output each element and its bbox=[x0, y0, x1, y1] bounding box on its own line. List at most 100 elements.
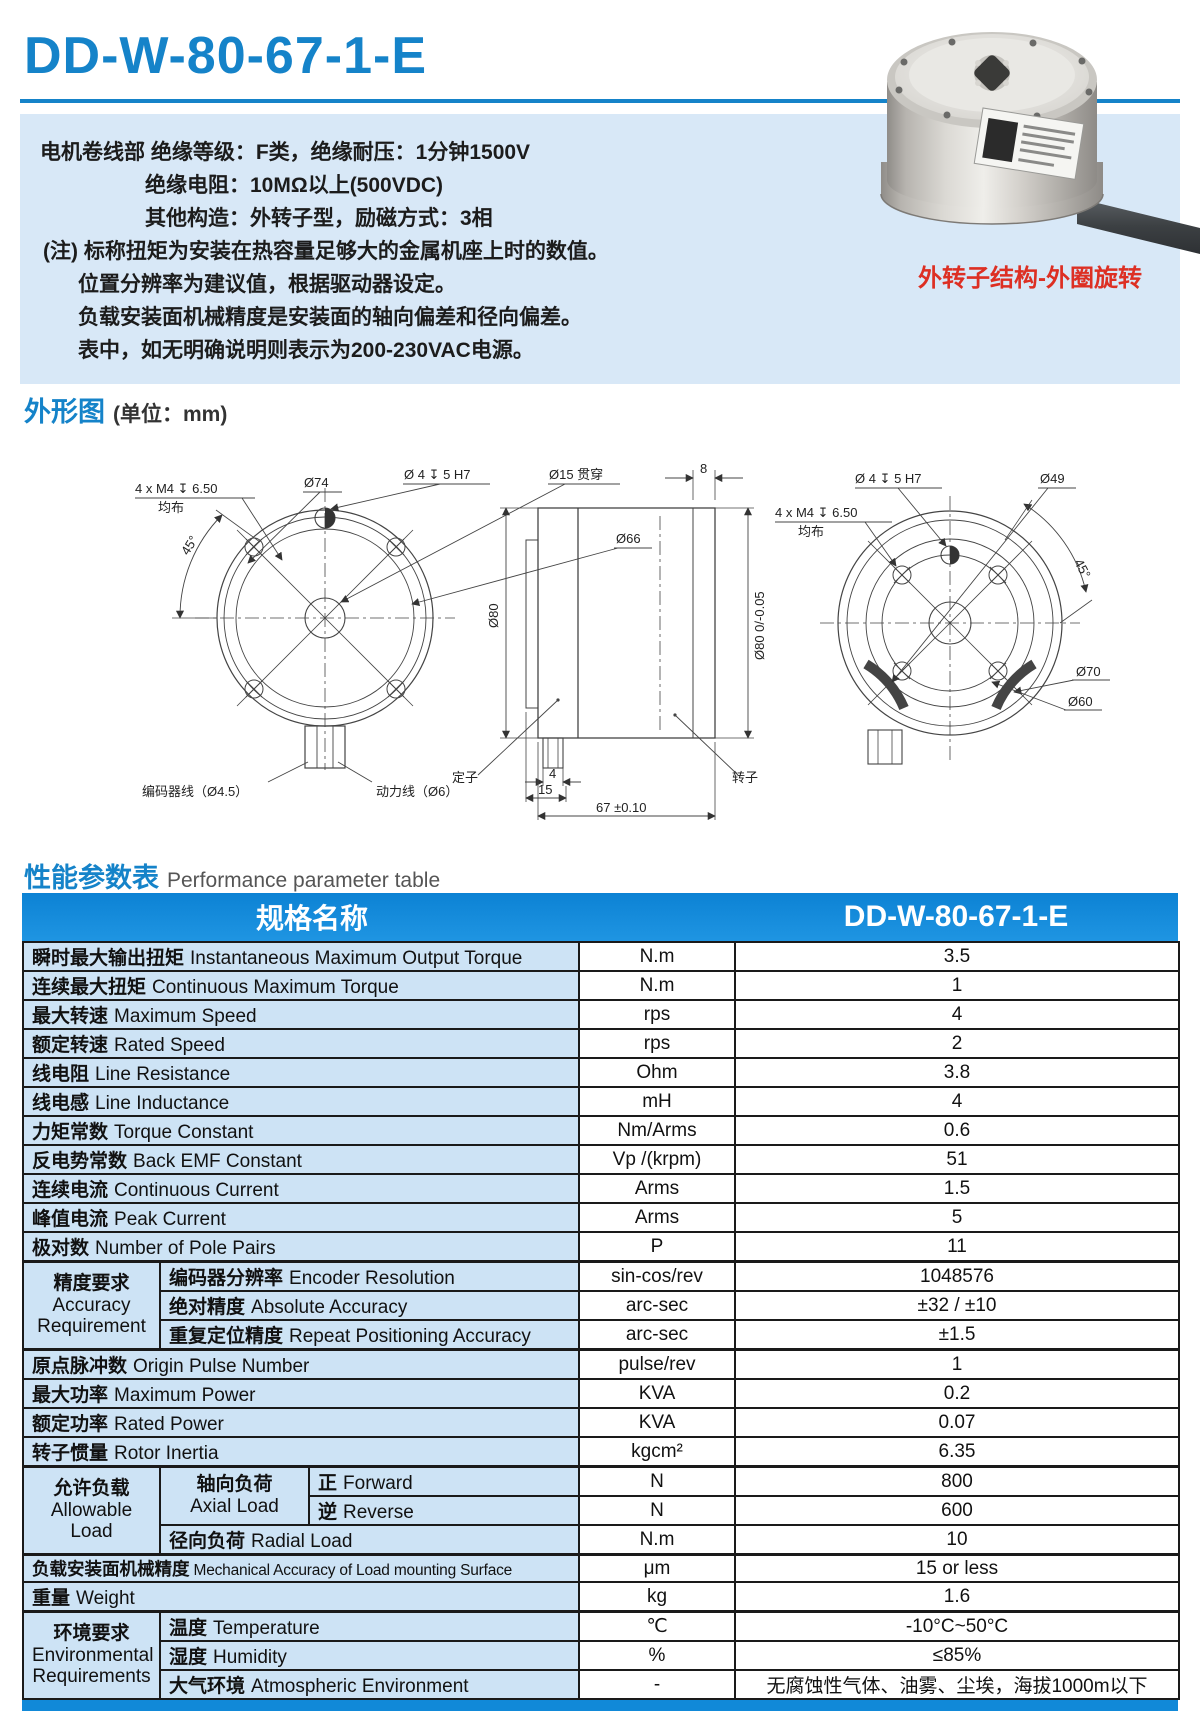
row-unit: Arms bbox=[578, 1202, 736, 1233]
row-label-cn: 重量 bbox=[32, 1588, 71, 1609]
group-label-cn: 精度要求 bbox=[53, 1272, 130, 1294]
dim-label: Ø 4 ↧ 5 H7 bbox=[404, 467, 471, 482]
dim-label: Ø49 bbox=[1040, 471, 1065, 486]
table-row: 连续最大扭矩 Continuous Maximum Torque N.m 1 bbox=[22, 970, 1180, 1001]
row-label-en: Repeat Positioning Accuracy bbox=[289, 1326, 531, 1347]
row-label-en: Encoder Resolution bbox=[289, 1268, 455, 1289]
note-line: 负载安装面机械精度是安装面的轴向偏差和径向偏差。 bbox=[78, 306, 582, 329]
row-label-en: Continuous Maximum Torque bbox=[152, 977, 399, 998]
row-label-en: Maximum Speed bbox=[114, 1006, 257, 1027]
row-value: 1 bbox=[734, 1348, 1180, 1380]
group-label-accuracy: 精度要求 Accuracy Requirement bbox=[22, 1260, 161, 1351]
dim-label: 4 x M4 ↧ 6.50 bbox=[135, 481, 217, 496]
dim-label: Ø80 bbox=[486, 603, 501, 628]
row-label-cn: 湿度 bbox=[169, 1647, 208, 1668]
table-header-spec: 规格名称 bbox=[255, 903, 368, 934]
group-label-load: 允许负载 Allowable Load bbox=[22, 1465, 161, 1556]
subgroup-label-axial: 轴向负荷 Axial Load bbox=[159, 1465, 310, 1526]
row-label-cn: 峰值电流 bbox=[32, 1209, 109, 1230]
dim-label: Ø74 bbox=[304, 475, 329, 490]
row-unit: kg bbox=[578, 1581, 736, 1613]
table-header-model: DD-W-80-67-1-E bbox=[843, 900, 1069, 933]
row-label-en: Weight bbox=[76, 1588, 135, 1609]
row-value: ±1.5 bbox=[734, 1319, 1180, 1351]
row-value: 1.5 bbox=[734, 1173, 1180, 1204]
group-label-en: Environmental bbox=[32, 1644, 154, 1666]
dim-label: 定子 bbox=[452, 770, 478, 785]
row-unit: rps bbox=[578, 999, 736, 1030]
note-line: 其他构造：外转子型，励磁方式：3相 bbox=[145, 207, 493, 230]
group-label-en: Allowable Load bbox=[50, 1499, 133, 1543]
row-unit: μm bbox=[578, 1553, 736, 1583]
subgroup-label-cn: 轴向负荷 bbox=[196, 1474, 273, 1496]
subgroup-label-en: Axial Load bbox=[190, 1496, 279, 1517]
table-row: 反电势常数 Back EMF Constant Vp /(krpm) 51 bbox=[22, 1144, 1180, 1175]
row-label-en: Maximum Power bbox=[114, 1385, 256, 1406]
row-value: 0.2 bbox=[734, 1378, 1180, 1409]
table-row: 力矩常数 Torque Constant Nm/Arms 0.6 bbox=[22, 1115, 1180, 1146]
table-row: 重量 Weight kg 1.6 bbox=[22, 1581, 1180, 1613]
row-label-cn: 额定转速 bbox=[32, 1035, 109, 1056]
row-label-cn: 原点脉冲数 bbox=[32, 1356, 128, 1377]
row-value: 1 bbox=[734, 970, 1180, 1001]
title-underline bbox=[20, 99, 1180, 103]
row-label-cn: 大气环境 bbox=[169, 1676, 246, 1697]
table-row: 峰值电流 Peak Current Arms 5 bbox=[22, 1202, 1180, 1233]
motor-photo-illustration bbox=[880, 32, 1200, 254]
table-row: 大气环境 Atmospheric Environment - 无腐蚀性气体、油雾、尘埃… bbox=[23, 1669, 1180, 1700]
row-value: 15 or less bbox=[734, 1553, 1180, 1583]
row-label-en: Rated Speed bbox=[114, 1035, 225, 1056]
outline-heading-cn: 外形图 bbox=[24, 397, 105, 427]
row-value: 51 bbox=[734, 1144, 1180, 1175]
row-unit: Arms bbox=[578, 1173, 736, 1204]
row-label-en: Mechanical Accuracy of Load mounting Sur… bbox=[193, 1562, 513, 1579]
dim-label: 均布 bbox=[798, 524, 824, 539]
drawing-front-view: 4 x M4 ↧ 6.50 均布 Ø74 Ø 4 ↧ 5 H7 Ø15 贯穿 Ø… bbox=[135, 467, 652, 799]
dim-label: 67 ±0.10 bbox=[596, 800, 647, 815]
row-unit: ℃ bbox=[578, 1610, 736, 1642]
row-value: 4 bbox=[734, 999, 1180, 1030]
dim-label: 4 bbox=[549, 766, 556, 781]
row-label-cn: 最大转速 bbox=[32, 1006, 109, 1027]
performance-heading-en: Performance parameter table bbox=[167, 869, 441, 892]
drawing-back-view: Ø 4 ↧ 5 H7 Ø49 4 x M4 ↧ 6.50 均布 45° Ø70 … bbox=[775, 471, 1110, 765]
row-label-en: Temperature bbox=[213, 1618, 320, 1639]
note-line: 位置分辨率为建议值，根据驱动器设定。 bbox=[78, 273, 456, 296]
dim-label: Ø 4 ↧ 5 H7 bbox=[855, 471, 922, 486]
row-label-en: Line Inductance bbox=[95, 1093, 230, 1114]
row-label-cn: 线电感 bbox=[32, 1093, 90, 1114]
table-row: 额定转速 Rated Speed rps 2 bbox=[22, 1028, 1180, 1059]
table-row-group-accuracy: 精度要求 Accuracy Requirement 编码器分辨率 Encoder Re… bbox=[22, 1260, 1180, 1351]
table-row: 线电感 Line Inductance mH 4 bbox=[22, 1086, 1180, 1117]
table-row: 最大功率 Maximum Power KVA 0.2 bbox=[22, 1378, 1180, 1409]
row-unit: mH bbox=[578, 1086, 736, 1117]
dim-label: Ø60 bbox=[1068, 694, 1093, 709]
row-value: ±32 / ±10 bbox=[734, 1290, 1180, 1321]
table-row: 极对数 Number of Pole Pairs P 11 bbox=[22, 1231, 1180, 1263]
row-label-cn: 力矩常数 bbox=[32, 1122, 109, 1143]
row-value: 无腐蚀性气体、油雾、尘埃，海拔1000m以下 bbox=[734, 1669, 1180, 1700]
row-value: 3.5 bbox=[734, 941, 1180, 972]
row-label-cn: 连续电流 bbox=[32, 1180, 109, 1201]
table-row: 径向负荷 Radial Load N.m 10 bbox=[23, 1524, 1180, 1556]
row-label-en: Absolute Accuracy bbox=[251, 1297, 408, 1318]
motor-label-sticker bbox=[973, 107, 1085, 180]
group-label-en: Requirement bbox=[37, 1316, 146, 1338]
table-row-group-environment: 环境要求 Environmental Requirements 温度 Temperat… bbox=[22, 1610, 1180, 1700]
table-row: 原点脉冲数 Origin Pulse Number pulse/rev 1 bbox=[22, 1348, 1180, 1380]
row-unit: KVA bbox=[578, 1407, 736, 1438]
row-value: 11 bbox=[734, 1231, 1180, 1263]
row-label-en: Continuous Current bbox=[114, 1180, 279, 1201]
row-label-cn: 线电阻 bbox=[32, 1064, 90, 1085]
row-unit: Vp /(krpm) bbox=[578, 1144, 736, 1175]
row-label-en: Humidity bbox=[213, 1647, 287, 1668]
row-label-en: Back EMF Constant bbox=[133, 1151, 302, 1172]
outline-drawings-svg: 4 x M4 ↧ 6.50 均布 Ø74 Ø 4 ↧ 5 H7 Ø15 贯穿 Ø… bbox=[135, 461, 1110, 821]
row-label-cn: 瞬时最大输出扭矩 bbox=[32, 948, 185, 969]
row-label-en: Forward bbox=[343, 1473, 413, 1494]
row-unit: N.m bbox=[578, 941, 736, 972]
row-value: 3.8 bbox=[734, 1057, 1180, 1088]
row-unit: % bbox=[578, 1640, 736, 1671]
table-header: 规格名称 DD-W-80-67-1-E bbox=[22, 893, 1178, 941]
